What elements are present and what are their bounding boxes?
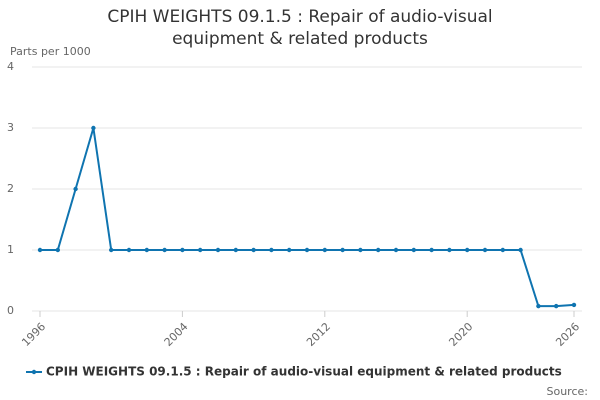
data-point — [536, 303, 541, 309]
data-point — [233, 247, 238, 253]
x-tick-label: 2020 — [446, 320, 475, 349]
x-tick-label: 2026 — [553, 320, 582, 349]
data-point — [571, 302, 577, 308]
data-point — [55, 247, 60, 253]
data-point — [376, 247, 381, 253]
y-tick-label: 3 — [7, 121, 14, 134]
data-point — [358, 247, 363, 253]
x-tick-label: 2012 — [304, 320, 333, 349]
legend-label: CPIH WEIGHTS 09.1.5 : Repair of audio-vi… — [46, 365, 562, 379]
data-point — [554, 303, 559, 309]
data-point — [180, 247, 185, 253]
data-point — [500, 247, 505, 253]
y-tick-label: 4 — [7, 60, 14, 73]
data-point — [126, 247, 132, 253]
data-point — [73, 186, 78, 192]
data-point — [411, 247, 416, 253]
data-point — [340, 247, 345, 253]
series-line — [40, 127, 575, 308]
data-point — [198, 247, 203, 253]
data-point — [215, 247, 221, 253]
data-point — [91, 125, 96, 131]
data-point — [429, 247, 434, 253]
source: Source: — [547, 385, 589, 398]
data-point — [37, 247, 43, 253]
data-point — [518, 247, 523, 253]
data-point — [465, 247, 470, 253]
data-point — [287, 247, 292, 253]
data-point — [482, 247, 488, 253]
data-point — [304, 247, 310, 253]
y-tick-label: 1 — [7, 243, 14, 256]
data-point — [144, 247, 149, 253]
data-point — [447, 247, 452, 253]
data-point — [393, 247, 399, 253]
chart-title: CPIH WEIGHTS 09.1.5 : Repair of audio-vi… — [107, 7, 493, 49]
data-point — [162, 247, 167, 253]
data-point — [109, 247, 114, 253]
legend-marker — [31, 369, 37, 375]
y-tick-label: 0 — [7, 304, 14, 317]
x-tick-label: 1996 — [19, 320, 48, 349]
data-point — [251, 247, 256, 253]
data-point — [269, 247, 274, 253]
y-tick-label: 2 — [7, 182, 14, 195]
data-point — [322, 247, 327, 253]
y-axis-label: Parts per 1000 — [10, 45, 91, 58]
x-tick-label: 2004 — [162, 320, 191, 349]
